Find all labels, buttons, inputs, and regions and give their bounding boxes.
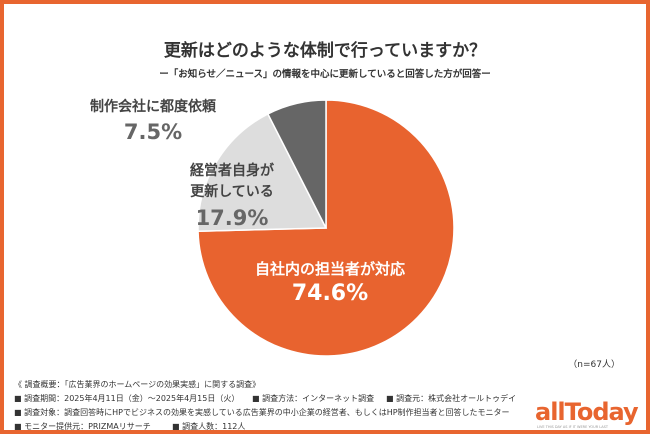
slice-2-value: 7.5% <box>123 120 183 144</box>
slice-1-name-line2: 更新している <box>190 184 274 200</box>
slice-0-value: 74.6% <box>291 281 369 306</box>
slice-0-name: 自社内の担当者が対応 <box>254 260 405 278</box>
slice-2-name: 制作会社に都度依頼 <box>90 99 216 115</box>
sample-size: （n=67人） <box>568 360 620 370</box>
pie-slice-2 <box>266 99 327 229</box>
chart-title: 更新はどのような体制で行っていますか？ <box>163 41 487 61</box>
slice-label-2: 制作会社に都度依頼 7.5% <box>78 96 228 144</box>
footer-method: ■ 調査方法：インターネット調査 <box>252 394 375 403</box>
footer-target: ■ 調査対象：調査回答時にHPでビジネスの効果を実感している広告業界の中小企業の… <box>14 408 510 417</box>
logo-tagline: LIVE THIS DAY AS IF IT WERE YOUR LAST <box>537 425 609 429</box>
footer-summary: 《 調査概要：「広告業界のホームページの効果実感」に関する調査》 <box>14 380 261 389</box>
slice-label-1: 経営者自身が 更新している 17.9% <box>172 161 292 229</box>
footer-period: ■ 調査期間：2025年4月11日（金）〜2025年4月15日（火） <box>14 394 240 403</box>
slice-1-name-line1: 経営者自身が <box>190 163 274 179</box>
alltoday-logo: allToday <box>535 398 639 426</box>
pie-slice-0 <box>197 99 455 357</box>
slice-label-0: 自社内の担当者が対応 74.6% <box>230 258 430 306</box>
footer-source: ■ 調査元：株式会社オールトゥデイ <box>386 394 517 403</box>
pie-slice-1 <box>197 112 328 232</box>
chart-subtitle: ー「お知らせ／ニュース」の情報を中心に更新していると回答した方が回答ー <box>159 69 491 80</box>
footer-provider: ■ モニター提供元：PRIZMAリサーチ <box>14 422 151 431</box>
slice-1-value: 17.9% <box>195 206 269 230</box>
footer-count: ■ 調査人数：112人 <box>172 422 246 431</box>
